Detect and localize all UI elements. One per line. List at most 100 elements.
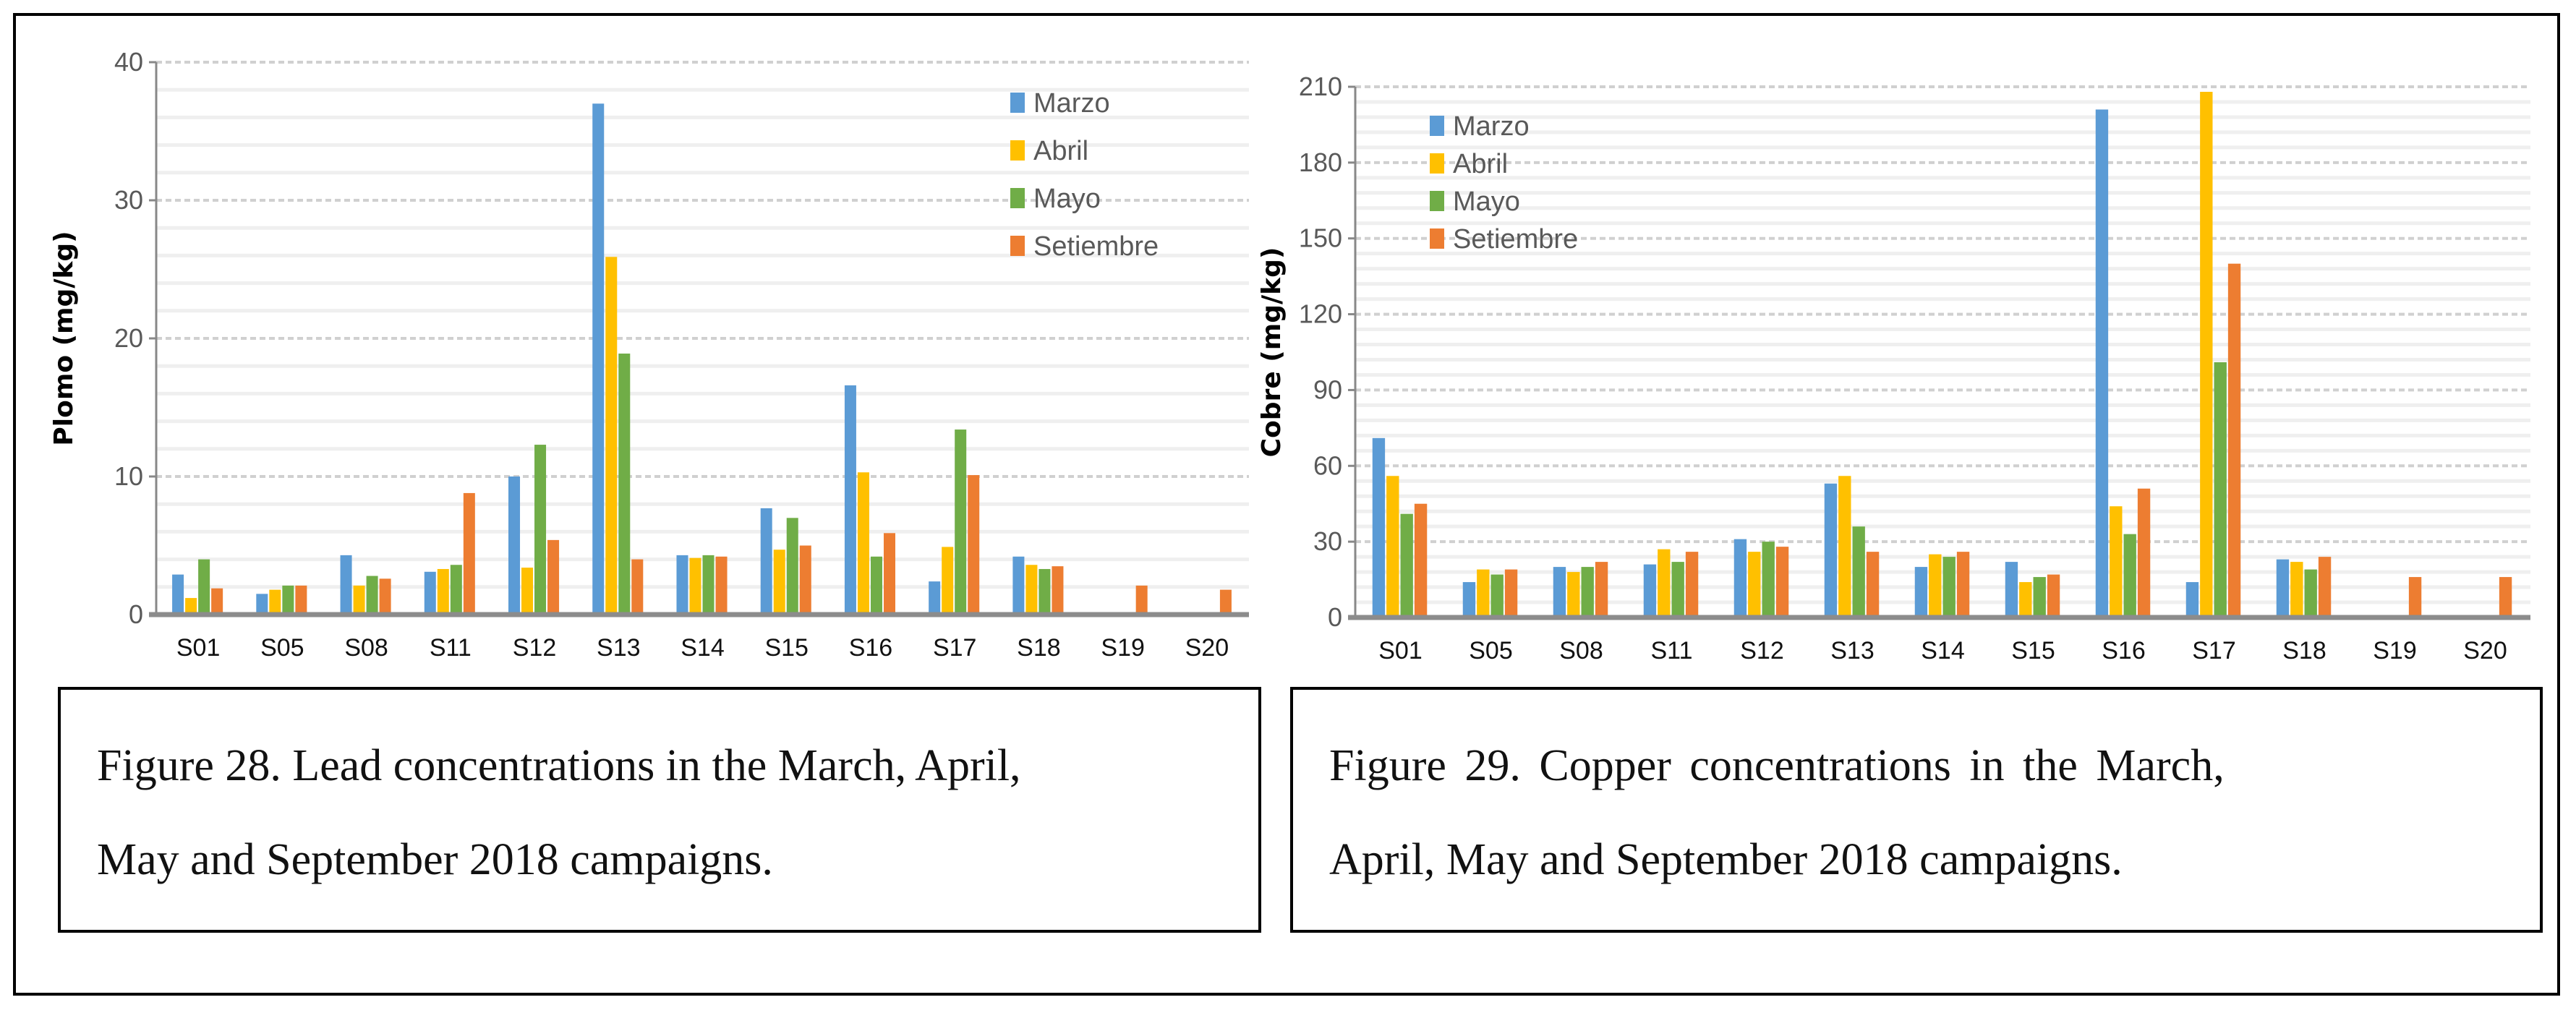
y-tick-label: 150 <box>1299 223 1342 253</box>
bar-mayo <box>2304 569 2317 617</box>
bar-setiembre <box>2047 574 2060 617</box>
bar-mayo <box>2033 577 2046 617</box>
x-tick-label: S15 <box>764 634 809 662</box>
y-tick-label: 180 <box>1299 148 1342 177</box>
bar-abril <box>2200 91 2213 617</box>
bar-mayo <box>198 559 210 615</box>
bar-setiembre <box>1052 566 1064 615</box>
bar-marzo <box>1914 567 1928 617</box>
legend-label: Abril <box>1453 149 1508 179</box>
bar-mayo <box>618 354 631 615</box>
bar-abril <box>185 598 197 615</box>
bar-setiembre <box>463 492 475 615</box>
legend-label: Setiembre <box>1453 224 1578 255</box>
bar-abril <box>605 257 618 615</box>
bar-setiembre <box>2408 577 2422 617</box>
x-tick-label: S12 <box>1740 637 1784 664</box>
x-tick-label: S19 <box>2373 637 2417 664</box>
x-tick-label: S05 <box>260 634 304 662</box>
bar-setiembre <box>1775 547 1789 617</box>
legend-swatch-setiembre <box>1010 236 1025 256</box>
x-tick-label: S13 <box>597 634 641 662</box>
bar-setiembre <box>968 475 980 615</box>
x-tick-label: S16 <box>849 634 893 662</box>
bar-setiembre <box>631 559 644 615</box>
bar-mayo <box>1490 574 1504 617</box>
legend-swatch-marzo <box>1010 93 1025 113</box>
bar-abril <box>437 568 449 615</box>
x-tick-label: S14 <box>1921 637 1965 664</box>
x-tick-label: S14 <box>681 634 725 662</box>
bar-setiembre <box>799 545 811 615</box>
bar-marzo <box>2276 559 2290 617</box>
legend-swatch-mayo <box>1430 191 1444 211</box>
bar-abril <box>2290 562 2303 617</box>
legend-label: Mayo <box>1033 184 1101 214</box>
x-tick-label: S01 <box>176 634 221 662</box>
bar-marzo <box>929 581 941 615</box>
bar-marzo <box>1643 564 1657 617</box>
x-tick-label: S18 <box>1017 634 1061 662</box>
legend-label: Marzo <box>1453 111 1530 142</box>
bar-abril <box>1748 552 1761 617</box>
y-axis-label: Cobre (mg/kg) <box>1257 247 1287 458</box>
x-tick-label: S15 <box>2011 637 2055 664</box>
bar-setiembre <box>1504 569 1518 617</box>
x-tick-label: S13 <box>1830 637 1875 664</box>
bar-mayo <box>1581 567 1594 617</box>
legend-label: Setiembre <box>1033 231 1159 262</box>
bar-mayo <box>1400 513 1413 617</box>
bar-setiembre <box>1956 552 1970 617</box>
legend-swatch-mayo <box>1010 188 1025 208</box>
x-tick-label: S12 <box>513 634 557 662</box>
figure-29-caption: Figure 29. Copper concentrations in the … <box>1290 687 2543 933</box>
bar-mayo <box>1852 526 1865 617</box>
bar-mayo <box>450 565 462 615</box>
bar-marzo <box>1462 582 1476 617</box>
bar-marzo <box>340 555 352 615</box>
bar-setiembre <box>1685 552 1699 617</box>
bar-marzo <box>676 555 688 615</box>
bar-marzo <box>844 385 856 615</box>
bar-abril <box>1929 554 1942 617</box>
legend-swatch-abril <box>1430 153 1444 174</box>
bar-marzo <box>1012 556 1025 615</box>
x-tick-label: S11 <box>1651 637 1693 664</box>
bar-marzo <box>508 476 521 615</box>
bar-abril <box>1477 569 1490 617</box>
bar-abril <box>857 472 869 615</box>
x-tick-label: S05 <box>1469 637 1513 664</box>
bar-abril <box>521 568 534 615</box>
x-tick-label: S11 <box>430 634 472 662</box>
y-tick-label: 0 <box>129 599 143 629</box>
bar-setiembre <box>2499 577 2512 617</box>
bar-mayo <box>366 576 378 615</box>
bar-setiembre <box>547 539 560 615</box>
bar-setiembre <box>1866 552 1880 617</box>
figure-frame <box>13 13 2560 996</box>
caption-line: Figure 28. Lead concentrations in the Ma… <box>97 741 1021 790</box>
legend-label: Marzo <box>1033 88 1110 119</box>
bar-mayo <box>1942 557 1956 617</box>
bar-mayo <box>702 555 715 615</box>
figure-28-caption: Figure 28. Lead concentrations in the Ma… <box>58 687 1261 933</box>
bar-marzo <box>256 594 268 615</box>
bar-mayo <box>534 445 547 615</box>
bar-marzo <box>760 508 772 615</box>
bar-mayo <box>1671 562 1684 617</box>
bar-abril <box>2019 582 2032 617</box>
bar-abril <box>942 547 954 615</box>
bar-mayo <box>2123 534 2136 617</box>
bar-abril <box>1658 549 1671 617</box>
x-tick-label: S18 <box>2282 637 2326 664</box>
bar-setiembre <box>2318 557 2332 617</box>
x-tick-label: S01 <box>1378 637 1423 664</box>
caption-line: May and September 2018 campaigns. <box>97 835 773 884</box>
bar-marzo <box>424 571 436 615</box>
bar-marzo <box>592 103 605 615</box>
x-tick-label: S17 <box>2192 637 2236 664</box>
lead-chart: 0 10 20 30 40 S01 S05 S08 S11 S12 S13 S14 S15 S16 S17 S… <box>49 47 1249 662</box>
y-tick-label: 90 <box>1313 375 1342 404</box>
bar-abril <box>689 557 701 615</box>
